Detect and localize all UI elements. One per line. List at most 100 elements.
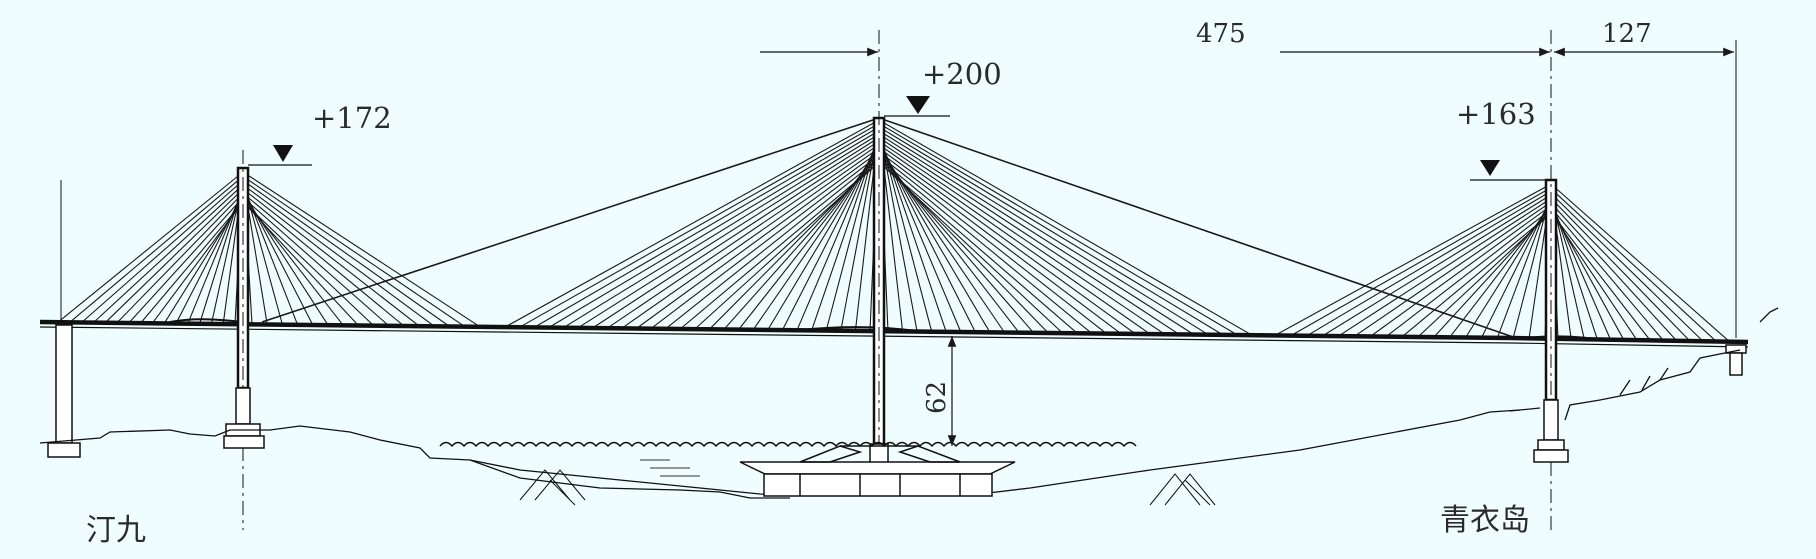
- stay-cable: [504, 119, 880, 328]
- stay-cable: [1512, 191, 1552, 339]
- elevation-marker-left: [248, 145, 312, 166]
- stay-cable: [519, 123, 880, 328]
- stay-cable: [767, 144, 880, 331]
- stay-cable: [1550, 212, 1650, 340]
- stay-cable: [592, 140, 880, 329]
- stay-cable: [752, 147, 880, 331]
- stay-cable: [665, 158, 880, 330]
- place-label-left: 汀九: [86, 513, 146, 548]
- elevation-marker-center: [884, 96, 950, 117]
- stay-cable: [1550, 212, 1637, 340]
- stay-cable: [621, 147, 880, 329]
- stay-cable: [1274, 183, 1552, 336]
- stay-cable: [1465, 201, 1552, 338]
- stay-cable: [242, 188, 420, 327]
- stay-cable: [1338, 198, 1552, 337]
- water-surface: [439, 441, 1137, 448]
- stay-cable: [1449, 205, 1552, 338]
- stay-cable: [242, 184, 435, 327]
- water-lines: [640, 459, 700, 477]
- center-foundation: [739, 445, 1016, 497]
- stay-cable: [1385, 208, 1552, 338]
- stay-cable: [199, 184, 244, 324]
- elevation-label-left: +172: [312, 101, 392, 135]
- stay-cable: [1550, 207, 1664, 340]
- stay-cable: [140, 201, 244, 324]
- backstay-cable: [261, 117, 880, 323]
- bridge-deck: [39, 318, 1749, 348]
- rock-hatching: [519, 469, 1216, 506]
- stay-cable: [1481, 198, 1552, 338]
- stay-cable: [81, 180, 244, 323]
- stay-cable: [242, 197, 344, 326]
- stay-cable: [57, 171, 244, 323]
- stay-cable: [878, 133, 1195, 335]
- stay-cable: [781, 140, 880, 331]
- stay-cable: [242, 180, 450, 327]
- stay-cable: [1322, 194, 1552, 337]
- stay-cable: [878, 137, 1180, 335]
- stay-cable: [242, 180, 283, 325]
- stay-cable: [878, 158, 1049, 334]
- stay-cable: [116, 192, 244, 324]
- stay-cable: [878, 161, 1064, 334]
- stay-cable: [878, 123, 1238, 336]
- tower-right: [1533, 30, 1569, 535]
- stay-cable: [563, 133, 880, 329]
- stay-cable: [878, 126, 1224, 336]
- dimension-label-side-span: 127: [1602, 19, 1652, 49]
- stay-cable: [825, 130, 880, 331]
- stay-cables: [57, 117, 1729, 341]
- backstay-cable: [878, 117, 1517, 339]
- stay-cable: [577, 137, 880, 329]
- stay-cable: [606, 144, 880, 329]
- stay-cable: [1369, 205, 1552, 337]
- stay-cable: [242, 171, 481, 328]
- stay-cable: [69, 175, 244, 323]
- stay-cable: [548, 130, 880, 328]
- stay-cable: [679, 161, 880, 330]
- stay-cable: [1550, 188, 1716, 341]
- stay-cable: [1306, 190, 1552, 337]
- stay-cable: [242, 201, 374, 326]
- stay-cable: [878, 161, 1078, 334]
- stay-cable: [1290, 187, 1552, 337]
- stay-cable: [878, 154, 1107, 335]
- stay-cable: [242, 197, 390, 327]
- stay-cable: [878, 130, 1209, 336]
- stay-cable: [1550, 202, 1677, 341]
- stay-cable: [878, 151, 1122, 335]
- stay-cable: [878, 147, 1136, 335]
- dimension-lines: [760, 47, 1734, 446]
- stay-cable: [1550, 183, 1729, 341]
- stay-cable: [796, 137, 880, 331]
- elevation-label-right: +163: [1456, 97, 1536, 131]
- stay-cable: [878, 140, 1165, 335]
- stay-cable: [1550, 193, 1703, 341]
- stay-cable: [878, 130, 933, 332]
- elevation-label-center: +200: [922, 57, 1002, 91]
- stay-cable: [242, 201, 359, 326]
- stay-cable: [1354, 201, 1552, 337]
- stay-cable: [1401, 212, 1552, 338]
- dimension-label-main-span: 475: [1196, 19, 1246, 49]
- place-label-right: 青衣岛: [1440, 503, 1530, 538]
- stay-cable: [128, 197, 244, 324]
- stay-cable: [878, 126, 918, 332]
- stay-cable: [533, 126, 880, 328]
- stay-cable: [636, 151, 880, 329]
- dimension-label-clearance: 62: [922, 381, 952, 414]
- stay-cable: [1496, 194, 1552, 338]
- stay-cable: [93, 184, 244, 324]
- stay-cable: [878, 144, 1151, 335]
- stay-cable: [650, 154, 880, 330]
- stay-cable: [242, 192, 405, 327]
- stay-cable: [811, 133, 880, 331]
- stay-cable: [104, 188, 244, 324]
- stay-cable: [840, 126, 880, 331]
- stay-cable: [1550, 197, 1690, 341]
- pier-left-end: [47, 180, 81, 458]
- stay-cable: [878, 119, 1253, 336]
